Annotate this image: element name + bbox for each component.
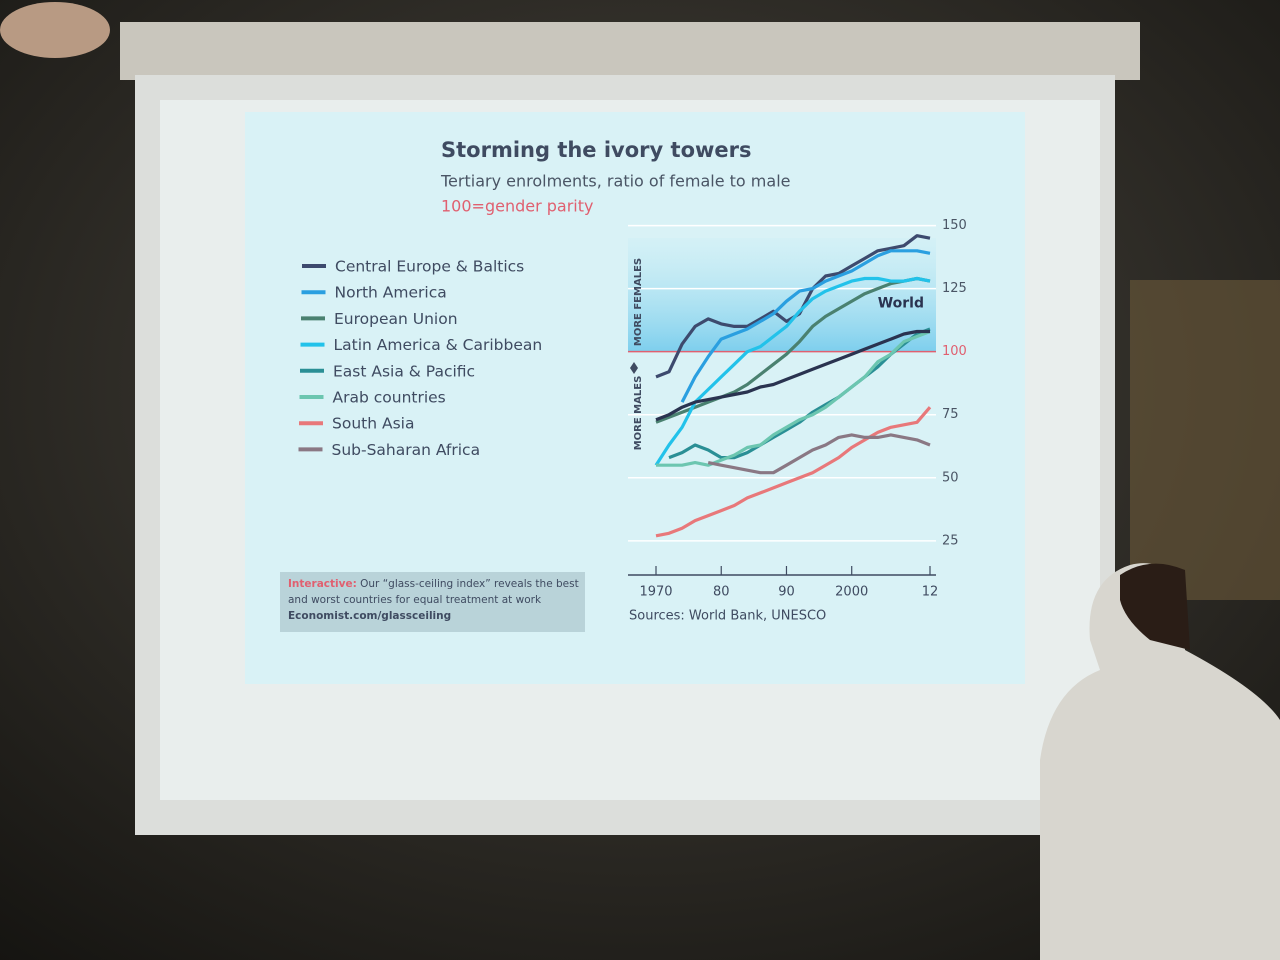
chart-subtitle: Tertiary enrolments, ratio of female to … xyxy=(440,172,790,191)
legend-label: Latin America & Caribbean xyxy=(334,336,543,354)
y-tick-label: 25 xyxy=(942,533,959,548)
x-tick-label: 90 xyxy=(778,585,795,600)
wall-art xyxy=(1130,280,1280,600)
promo-box xyxy=(280,572,585,632)
legend-label: North America xyxy=(335,284,447,302)
x-tick-label: 1970 xyxy=(639,585,672,600)
screen-housing xyxy=(120,22,1140,80)
legend-label: South Asia xyxy=(332,415,414,433)
lamp xyxy=(0,2,110,58)
more-males-label: MORE MALES xyxy=(633,376,644,451)
promo-text-box: Interactive: Our “glass-ceiling index” r… xyxy=(288,578,579,622)
presenter-hair xyxy=(1120,563,1190,650)
direction-arrow xyxy=(630,362,638,374)
series-line xyxy=(680,249,931,403)
legend-label: European Union xyxy=(334,310,458,328)
y-tick-label: 150 xyxy=(942,218,967,233)
chart-note: 100=gender parity xyxy=(441,197,593,216)
series-line xyxy=(656,330,931,467)
series-line xyxy=(707,433,931,475)
x-tick-label: 80 xyxy=(713,585,730,600)
world-line xyxy=(655,329,930,422)
more-females-label: MORE FEMALES xyxy=(633,258,644,346)
series-line xyxy=(654,276,931,467)
promo-link[interactable]: Economist.com/glassceiling xyxy=(288,610,452,622)
legend-label: Arab countries xyxy=(333,389,446,407)
promo-lead: Interactive: xyxy=(288,578,357,590)
plot: 25 50 75 100 125 150 1970 80 90 2000 12 World xyxy=(628,218,967,600)
x-tick-label: 12 xyxy=(922,585,939,600)
legend-label: Sub-Saharan Africa xyxy=(332,441,481,459)
world-label: World xyxy=(878,295,924,311)
legend-label: East Asia & Pacific xyxy=(333,362,475,380)
series-line xyxy=(655,276,931,424)
legend-label: Central Europe & Baltics xyxy=(335,258,524,276)
promo-text: Our “glass-ceiling index” reveals the be… xyxy=(288,578,579,606)
presenter xyxy=(1040,563,1280,960)
y-tick-label: 50 xyxy=(942,470,959,485)
female-zone xyxy=(628,238,936,352)
y-tick-label: 125 xyxy=(942,281,967,296)
source: Sources: World Bank, UNESCO xyxy=(629,609,826,624)
y-tick-label: 75 xyxy=(942,407,959,422)
x-tick-label: 2000 xyxy=(835,585,868,600)
chart-title: Storming the ivory towers xyxy=(441,138,752,162)
y-tick-label: 100 xyxy=(942,344,967,359)
series-line xyxy=(655,406,932,538)
